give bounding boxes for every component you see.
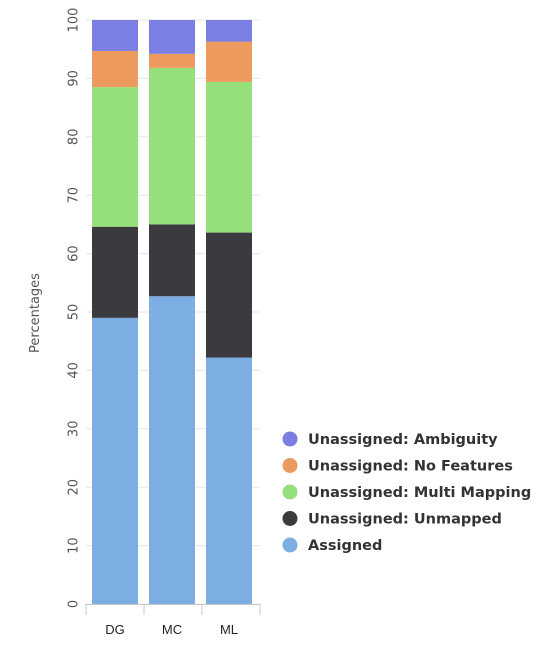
- bar-segment: [92, 226, 138, 318]
- y-axis-ticks: 0 10 20 30 40 50 60 70 80 90 100: [67, 8, 82, 609]
- y-tick-label: 100: [67, 8, 82, 33]
- x-tick-label: ML: [220, 622, 238, 637]
- legend-item[interactable]: Unassigned: Multi Mapping: [282, 484, 532, 502]
- bar-segment: [149, 53, 195, 68]
- legend-item[interactable]: Assigned: [282, 537, 383, 555]
- legend-label: Unassigned: Ambiguity: [308, 432, 498, 448]
- bar-segment: [149, 20, 195, 54]
- legend-marker: [282, 484, 298, 500]
- y-tick-label: 50: [67, 304, 82, 321]
- legend-marker: [282, 537, 298, 553]
- bar-segment: [92, 20, 138, 51]
- y-tick-label: 0: [67, 600, 82, 608]
- bar-segment: [92, 87, 138, 227]
- y-tick-label: 60: [67, 245, 82, 262]
- bar-segment: [92, 317, 138, 604]
- legend-marker: [282, 458, 298, 473]
- x-axis: DG MC ML: [85, 604, 261, 637]
- bar-segment: [206, 41, 252, 82]
- y-tick-label: 30: [67, 421, 82, 438]
- legend-label: Unassigned: Multi Mapping: [308, 485, 531, 501]
- y-tick-label: 70: [67, 187, 82, 204]
- legend-label: Unassigned: Unmapped: [308, 512, 502, 528]
- legend-item[interactable]: Unassigned: Ambiguity: [282, 431, 499, 449]
- y-tick-label: 10: [67, 537, 82, 554]
- bar-segment: [149, 296, 195, 604]
- bar-segment: [149, 224, 195, 297]
- bar-segment: [206, 81, 252, 233]
- bar-segment: [92, 50, 138, 88]
- bar-segment: [206, 20, 252, 42]
- x-tick-label: MC: [162, 622, 182, 637]
- legend-label: Assigned: [308, 538, 382, 554]
- legend: Unassigned: Ambiguity Unassigned: No Feat…: [282, 431, 532, 555]
- x-tick-label: DG: [105, 622, 125, 637]
- y-tick-label: 90: [67, 70, 82, 87]
- bars: [92, 20, 252, 604]
- bar-segment: [206, 357, 252, 604]
- bar-segment: [206, 232, 252, 358]
- y-tick-label: 20: [67, 479, 82, 496]
- bar-segment: [149, 67, 195, 225]
- legend-label: Unassigned: No Features: [308, 459, 513, 475]
- y-tick-label: 80: [67, 129, 82, 146]
- legend-item[interactable]: Unassigned: Unmapped: [282, 511, 502, 528]
- y-tick-label: 40: [67, 362, 82, 379]
- legend-item[interactable]: Unassigned: No Features: [282, 458, 513, 475]
- legend-marker: [282, 431, 298, 447]
- y-axis-label: Percentages: [28, 273, 43, 353]
- legend-marker: [282, 511, 298, 526]
